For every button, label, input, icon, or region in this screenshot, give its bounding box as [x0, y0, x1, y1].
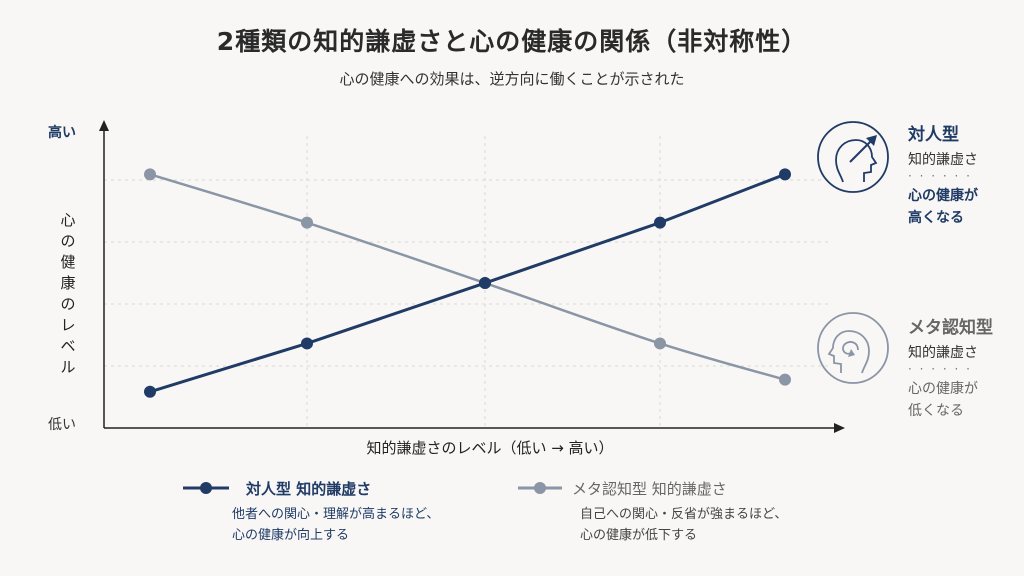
- point-metacognitive-3: [654, 337, 666, 350]
- side-title-metacognitive: メタ認知型: [908, 318, 993, 338]
- point-metacognitive-0: [144, 168, 156, 181]
- point-interpersonal-3: [654, 216, 666, 229]
- legend-marker-interpersonal: [183, 482, 229, 494]
- point-interpersonal-0: [144, 385, 156, 398]
- legend-desc2-metacognitive: 心の健康が低下する: [580, 528, 698, 543]
- side-result-interpersonal: 心の健康が 高くなる: [908, 185, 978, 229]
- y-axis-title: 心の健康のレベル: [60, 211, 76, 376]
- chart-title: 2種類の知的謙虚さと心の健康の関係（非対称性）: [216, 27, 808, 56]
- legend-label-interpersonal: 対人型 知的謙虚さ: [246, 480, 372, 498]
- series-layer: [144, 168, 791, 398]
- series-line-interpersonal: [149, 172, 786, 394]
- head-arrow-up-icon: [817, 121, 889, 193]
- legend-desc-interpersonal: 他者への関心・理解が高まるほど、 心の健康が向上する: [232, 504, 439, 546]
- side-sub-metacognitive: 知的謙虚さ: [908, 345, 978, 361]
- legend-desc1-metacognitive: 自己への関心・反省が強まるほど、: [580, 507, 788, 522]
- grid: [104, 136, 830, 428]
- legend-marker-metacognitive: [518, 482, 562, 494]
- point-interpersonal-2: [479, 277, 491, 290]
- head-swirl-icon: [817, 312, 889, 384]
- side-panel-metacognitive: メタ認知型 知的謙虚さ · · · · · · 心の健康が 低くなる: [908, 313, 993, 422]
- y-axis-low-label: 低い: [48, 417, 76, 433]
- side-dots-metacognitive: · · · · · ·: [908, 362, 972, 376]
- side-result2-interpersonal: 高くなる: [908, 210, 964, 226]
- side-result-metacognitive: 心の健康が 低くなる: [908, 378, 993, 422]
- point-interpersonal-1: [301, 337, 313, 350]
- x-axis-arrow: [834, 423, 845, 433]
- legend-desc-metacognitive: 自己への関心・反省が強まるほど、 心の健康が低下する: [580, 504, 787, 546]
- chart-subtitle: 心の健康への効果は、逆方向に働くことが示された: [339, 70, 685, 88]
- y-axis-high-label: 高い: [48, 125, 76, 141]
- y-axis-arrow: [99, 120, 109, 131]
- side-dots-interpersonal: · · · · · ·: [908, 169, 972, 183]
- point-metacognitive-4: [779, 373, 791, 386]
- legend-desc1-interpersonal: 他者への関心・理解が高まるほど、: [232, 507, 440, 522]
- series-line-metacognitive: [149, 173, 786, 381]
- x-axis-title: 知的謙虚さのレベル（低い → 高い）: [366, 439, 614, 457]
- side-result1-metacognitive: 心の健康が: [908, 381, 978, 397]
- side-panel-interpersonal: 対人型 知的謙虚さ · · · · · · 心の健康が 高くなる: [908, 120, 978, 229]
- legend-label-metacognitive: メタ認知型 知的謙虚さ: [572, 480, 727, 498]
- point-metacognitive-1: [301, 216, 313, 229]
- side-result1-interpersonal: 心の健康が: [908, 188, 978, 204]
- side-sub-interpersonal: 知的謙虚さ: [908, 152, 978, 168]
- legend-desc2-interpersonal: 心の健康が向上する: [232, 528, 350, 543]
- side-title-interpersonal: 対人型: [908, 125, 959, 145]
- side-result2-metacognitive: 低くなる: [908, 403, 964, 419]
- point-interpersonal-4: [779, 168, 791, 181]
